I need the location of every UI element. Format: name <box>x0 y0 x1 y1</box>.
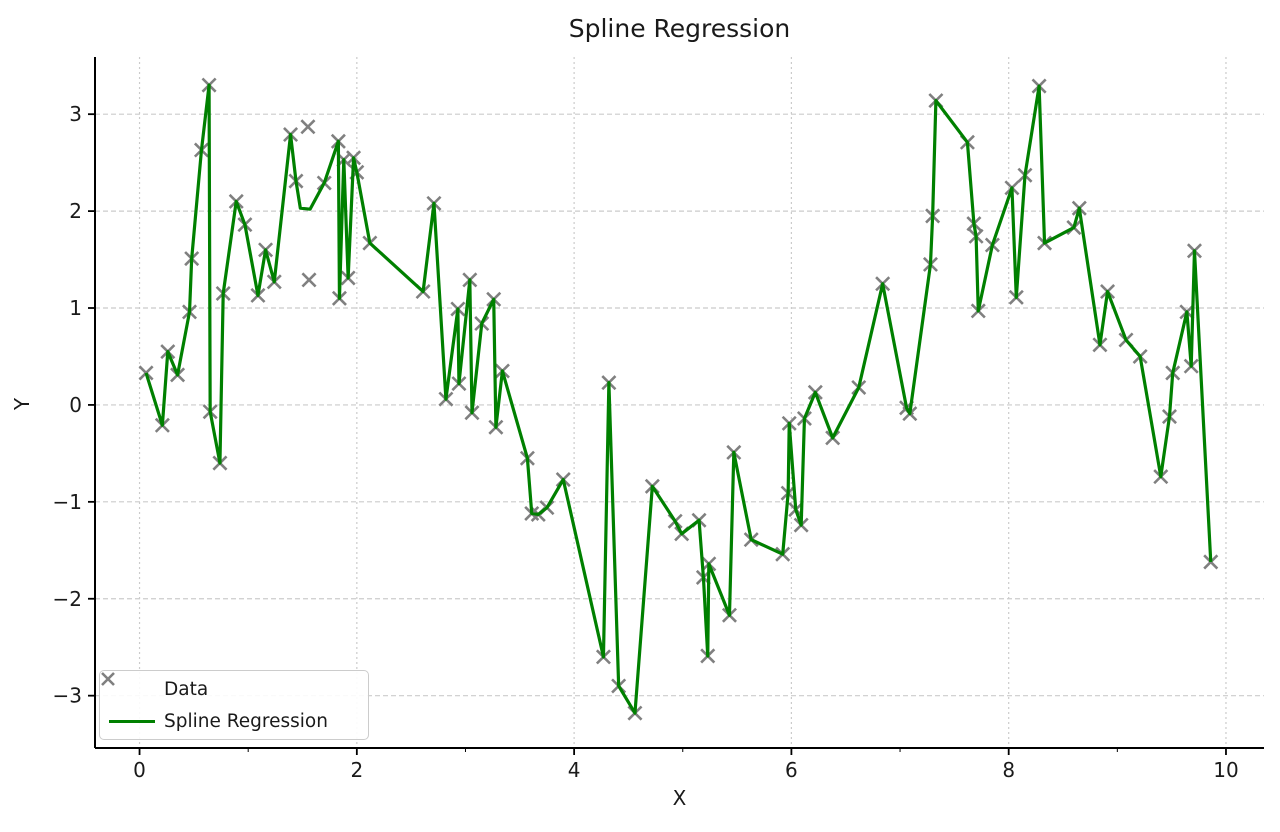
x-tick-label: 8 <box>1002 758 1015 782</box>
data-point-marker <box>300 119 316 135</box>
x-tick-label: 0 <box>133 758 146 782</box>
line-sample-icon <box>100 719 164 723</box>
y-tick-label: −1 <box>53 490 82 514</box>
y-tick-label: 0 <box>69 393 82 417</box>
legend-item-label: Spline Regression <box>164 710 328 732</box>
x-tick-label: 4 <box>568 758 581 782</box>
y-tick-label: −3 <box>53 684 82 708</box>
y-axis-label: Y <box>10 397 34 411</box>
data-point-marker <box>138 365 154 381</box>
y-tick-label: −2 <box>53 587 82 611</box>
data-point-marker <box>301 272 317 288</box>
x-tick-label: 10 <box>1213 758 1238 782</box>
y-tick-label: 3 <box>69 102 82 126</box>
x-tick-label: 6 <box>785 758 798 782</box>
y-tick-label: 1 <box>69 296 82 320</box>
x-tick-label: 2 <box>350 758 363 782</box>
y-tick-label: 2 <box>69 199 82 223</box>
legend-item-data: Data <box>100 672 368 702</box>
legend-item-label: Data <box>164 678 209 700</box>
legend-item-spline: Spline Regression <box>100 708 368 734</box>
spline-regression-line <box>144 83 1213 715</box>
chart-title: Spline Regression <box>568 14 791 43</box>
x-axis-label: X <box>672 786 687 810</box>
legend: Data Spline Regression <box>99 670 369 740</box>
